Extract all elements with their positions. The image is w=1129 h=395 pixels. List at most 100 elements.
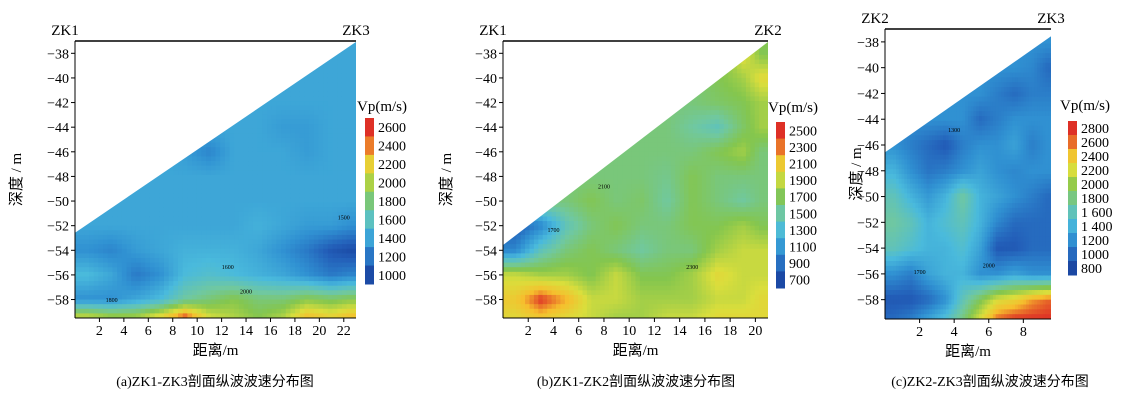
heat-cell (252, 82, 259, 88)
heat-cell (75, 262, 81, 268)
heat-cell (332, 119, 338, 125)
heat-cell (341, 221, 348, 227)
heat-cell (520, 188, 526, 194)
heat-cell (529, 257, 535, 264)
heat-cell (187, 271, 193, 278)
heat-cell (201, 128, 207, 134)
heat-cell (234, 239, 240, 245)
heat-cell (564, 119, 570, 125)
x-tick-label: 10 (190, 324, 204, 339)
heat-cell (346, 133, 352, 139)
heat-cell (542, 244, 548, 250)
heat-cell (560, 101, 566, 107)
heat-cell (215, 244, 221, 250)
heat-cell (304, 207, 310, 213)
heat-cell (210, 248, 217, 254)
y-tick-label: −56 (47, 269, 69, 284)
heat-cell (257, 41, 263, 47)
heat-cell (341, 285, 348, 291)
heat-cell (332, 230, 338, 236)
heat-cell (84, 87, 90, 93)
heat-cell (234, 54, 240, 61)
heat-cell (103, 174, 109, 181)
heat-cell (173, 170, 179, 176)
heat-cell (267, 281, 273, 287)
heat-cell (573, 299, 579, 305)
heat-cell (547, 124, 553, 130)
heat-cell (149, 193, 156, 199)
heat-cell (248, 105, 254, 111)
heat-cell (503, 216, 509, 222)
heat-cell (224, 170, 231, 176)
heat-cell (573, 114, 579, 121)
heat-cell (520, 96, 526, 102)
heat-cell (281, 285, 287, 291)
heat-cell (520, 207, 526, 213)
heat-cell (564, 114, 570, 121)
heat-cell (346, 216, 352, 222)
heat-cell (201, 267, 207, 273)
heat-cell (178, 197, 184, 204)
heat-cell (290, 207, 296, 213)
heat-cell (503, 271, 509, 278)
heat-cell (507, 267, 513, 273)
heat-cell (192, 114, 198, 121)
heat-cell (538, 41, 544, 47)
heat-cell (135, 170, 142, 176)
heat-cell (276, 124, 282, 130)
heat-cell (556, 45, 562, 51)
heat-cell (93, 179, 100, 185)
heat-cell (591, 304, 597, 310)
heat-cell (252, 294, 259, 301)
heat-cell (304, 248, 310, 254)
heat-cell (299, 110, 306, 116)
heat-cell (507, 41, 513, 47)
heat-cell (98, 179, 104, 185)
heat-cell (281, 271, 287, 278)
heat-cell (173, 68, 179, 74)
heat-cell (276, 41, 282, 47)
heat-cell (337, 151, 343, 158)
heat-cell (290, 170, 296, 176)
heat-cell (327, 45, 334, 51)
heat-cell (304, 290, 310, 296)
heat-cell (182, 101, 188, 107)
heat-cell (304, 128, 310, 134)
heat-cell (182, 202, 188, 208)
heat-cell (224, 64, 231, 70)
heat-cell (154, 267, 160, 273)
heat-cell (309, 188, 315, 194)
heat-cell (533, 73, 539, 79)
heat-cell (234, 91, 240, 97)
heat-cell (89, 267, 95, 273)
heat-cell (121, 54, 128, 61)
heat-cell (117, 82, 123, 88)
heat-cell (163, 304, 170, 310)
heat-cell (313, 50, 320, 56)
heat-cell (262, 262, 268, 268)
heat-cell (89, 230, 95, 236)
heat-cell (573, 262, 579, 268)
heat-cell (276, 239, 282, 245)
y-tick-label: −52 (47, 220, 69, 235)
heat-cell (533, 87, 539, 93)
heat-cell (173, 281, 179, 287)
heat-cell (591, 216, 597, 222)
heat-cell (75, 184, 81, 190)
heat-cell (285, 124, 292, 130)
heat-cell (243, 73, 249, 79)
heat-cell (569, 304, 575, 310)
heat-cell (285, 174, 292, 181)
heat-cell (323, 174, 329, 181)
heat-cell (520, 267, 526, 273)
heat-cell (556, 87, 562, 93)
heat-cell (323, 262, 329, 268)
heat-cell (533, 262, 539, 268)
heat-cell (271, 299, 277, 305)
heat-cell (573, 179, 579, 185)
heat-cell (224, 216, 231, 222)
heat-cell (145, 124, 151, 130)
heat-cell (98, 197, 104, 204)
heat-cell (573, 161, 579, 167)
heat-cell (533, 170, 539, 176)
